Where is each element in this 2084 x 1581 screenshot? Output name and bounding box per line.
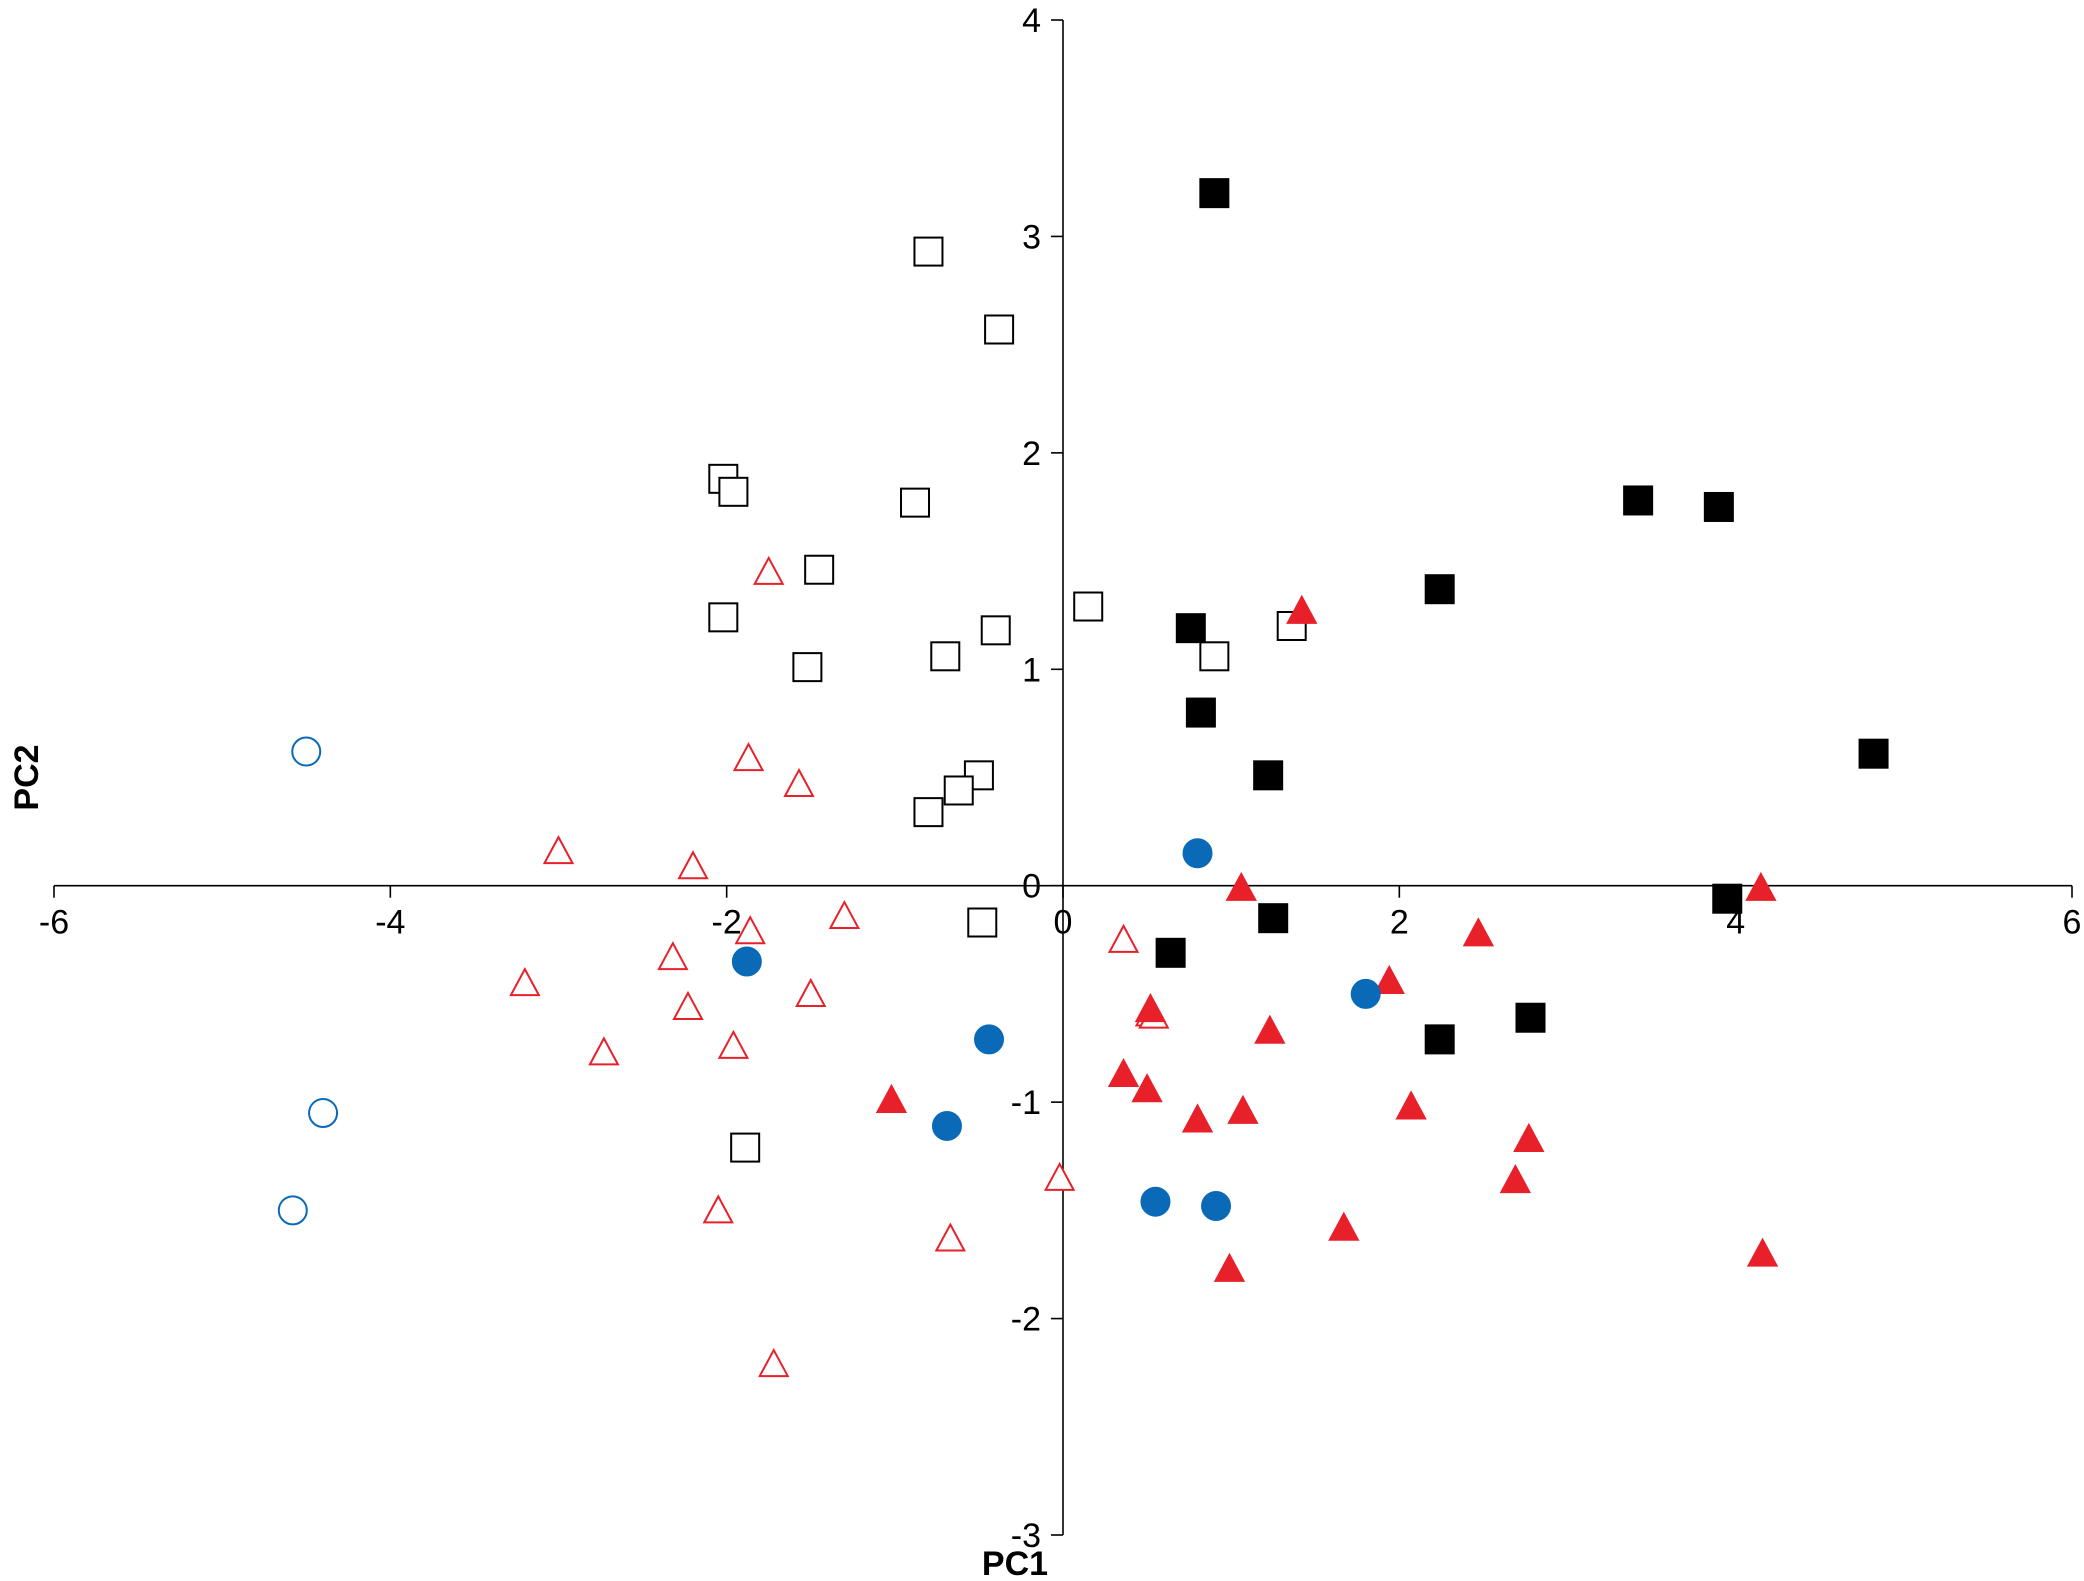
x-tick-label: -4 [375,904,405,942]
y-tick-label: 4 [1022,2,1041,40]
triangle-open-point [509,967,541,997]
square-open-point [913,236,944,267]
square-filled-point [1858,738,1889,769]
triangle-filled-point [1499,1163,1532,1194]
triangle-filled-point [1395,1090,1427,1120]
square-open-point [943,775,974,806]
circle-filled-point [931,1110,962,1141]
x-tick-label: 2 [1390,904,1409,942]
y-tick-label: -3 [1011,1517,1041,1555]
square-open-point [1199,641,1230,672]
square-filled-point [1703,491,1734,522]
triangle-filled-point [1181,1103,1214,1133]
triangle-open-point [934,1222,967,1252]
x-tick-label: -2 [712,904,742,942]
triangle-open-point [717,1029,750,1059]
square-filled-point [1199,178,1230,209]
triangle-open-point [753,555,785,585]
square-open-point [730,1132,761,1163]
y-tick-label: -1 [1011,1084,1041,1122]
circle-open-point [291,736,322,767]
square-open-point [792,652,823,683]
square-filled-point [1424,1024,1455,1055]
y-tick-label: -2 [1011,1301,1041,1339]
x-tick-label: -6 [39,904,69,942]
triangle-filled-point [1373,964,1405,994]
x-tick-label: 0 [1054,904,1073,942]
triangle-filled-point [1107,1057,1140,1088]
triangle-open-point [542,835,575,865]
triangle-filled-point [1225,871,1257,901]
triangle-open-point [677,850,709,880]
triangle-open-point [588,1036,620,1066]
triangle-open-point [758,1347,790,1378]
x-axis-title: PC1 [982,1545,1048,1581]
circle-filled-point [731,946,762,977]
square-open-point [718,476,749,507]
circle-filled-point [1140,1186,1171,1217]
square-filled-point [1623,485,1654,516]
triangle-filled-point [1227,1094,1259,1124]
triangle-filled-point [1746,1237,1779,1267]
y-tick-label: 0 [1022,868,1041,906]
triangle-open-point [672,990,704,1020]
triangle-filled-point [1213,1252,1246,1282]
square-filled-point [1258,903,1289,934]
square-filled-point [1175,613,1206,644]
data-points [277,178,1889,1378]
axes [54,20,2072,1535]
circle-open-point [277,1195,308,1226]
y-tick-label: 3 [1022,218,1041,256]
circle-open-point [308,1097,339,1128]
triangle-filled-point [875,1083,908,1114]
square-open-point [984,314,1015,345]
triangle-open-point [783,767,815,798]
square-open-point [980,615,1011,646]
triangle-filled-point [1131,1073,1163,1103]
square-open-point [708,602,739,633]
circle-filled-point [1182,838,1213,869]
triangle-open-point [702,1194,734,1224]
square-filled-point [1515,1002,1546,1033]
square-open-point [900,487,931,518]
square-filled-point [1185,697,1216,728]
triangle-filled-point [1745,871,1777,901]
triangle-filled-point [1134,993,1167,1023]
circle-filled-point [1201,1191,1232,1222]
x-axis-ticks: -6 -4 -2 0 2 4 6 [39,885,2082,942]
triangle-open-point [795,977,827,1007]
triangle-open-point [828,899,861,930]
square-open-point [804,554,835,585]
triangle-filled-point [1328,1211,1360,1241]
circle-filled-point [974,1024,1005,1055]
triangle-open-point [734,915,766,945]
triangle-open-point [657,941,689,971]
triangle-filled-point [1286,594,1318,624]
triangle-open-point [732,741,765,772]
square-filled-point [1712,883,1743,914]
y-axis-ticks: -3 -2 -1 0 1 2 3 4 [1011,2,1063,1555]
square-open-point [913,797,944,828]
triangle-open-point [1107,923,1140,953]
square-filled-point [1253,760,1284,791]
triangle-filled-point [1462,917,1495,947]
triangle-filled-point [1254,1014,1286,1044]
square-filled-point [1424,574,1455,605]
y-tick-label: 2 [1022,435,1041,473]
square-filled-point [1155,937,1186,968]
circle-filled-point [1350,978,1381,1009]
triangle-filled-point [1513,1122,1545,1152]
square-open-point [1073,591,1104,622]
triangle-open-point [1043,1161,1076,1191]
x-tick-label: 6 [2063,904,2082,942]
y-tick-label: 1 [1022,651,1041,689]
square-open-point [930,641,961,672]
square-open-point [967,907,998,938]
y-axis-title: PC2 [8,744,46,810]
